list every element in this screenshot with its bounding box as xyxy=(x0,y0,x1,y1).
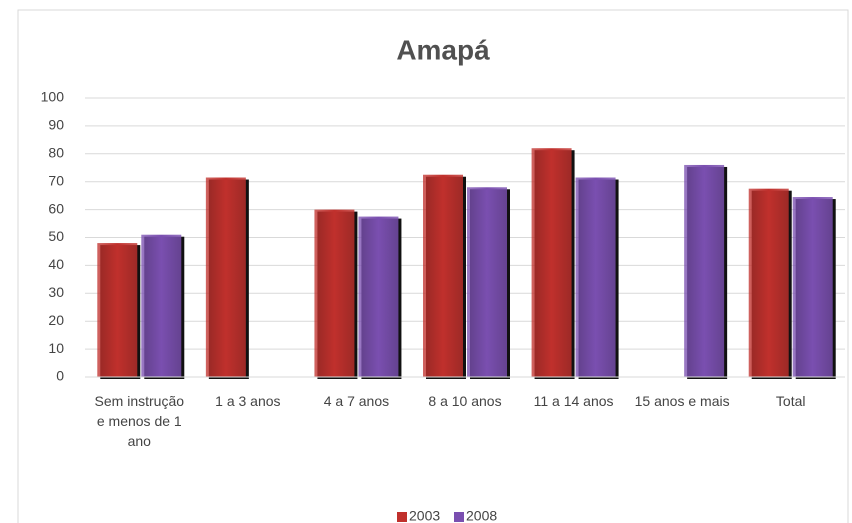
x-tick-label-text: Total xyxy=(775,393,806,409)
x-tick-label-text: Sem instrução e menos de 1 ano xyxy=(94,393,185,449)
bar xyxy=(792,197,833,377)
x-tick-label: 4 a 7 anos xyxy=(323,393,390,409)
bar xyxy=(205,177,246,377)
legend-label: 2003 xyxy=(409,508,440,523)
y-tick-label: 90 xyxy=(48,117,64,133)
x-tick-label-text: 1 a 3 anos xyxy=(215,393,281,409)
x-tick-label: Total xyxy=(775,393,806,409)
y-tick-label: 80 xyxy=(48,145,64,161)
y-tick-label: 40 xyxy=(48,256,64,272)
x-tick-label: Sem instrução e menos de 1 ano xyxy=(94,393,185,449)
bar xyxy=(748,188,789,377)
bar xyxy=(467,187,507,377)
legend-swatch xyxy=(454,512,464,522)
bar xyxy=(531,148,572,377)
y-tick-label: 60 xyxy=(48,200,64,216)
bar xyxy=(97,243,138,377)
x-tick-label-text: 11 a 14 anos xyxy=(533,393,614,409)
x-tick-label: 15 anos e mais xyxy=(634,393,730,409)
y-tick-label: 10 xyxy=(48,340,64,356)
y-tick-label: 0 xyxy=(56,368,64,384)
x-tick-label: 1 a 3 anos xyxy=(215,393,281,409)
x-tick-label-text: 4 a 7 anos xyxy=(323,393,390,409)
x-tick-label: 11 a 14 anos xyxy=(533,393,614,409)
bar xyxy=(423,174,463,377)
y-tick-label: 100 xyxy=(41,89,65,105)
x-tick-label-text: 15 anos e mais xyxy=(634,393,730,409)
bar xyxy=(141,234,182,377)
y-tick-label: 50 xyxy=(48,228,64,244)
legend-swatch xyxy=(397,512,407,522)
y-tick-label: 70 xyxy=(48,172,64,188)
legend-label: 2008 xyxy=(466,508,497,523)
bar xyxy=(575,177,616,377)
y-tick-label: 30 xyxy=(48,284,64,300)
x-tick-label: 8 a 10 anos xyxy=(428,393,502,409)
x-tick-label-text: 8 a 10 anos xyxy=(428,393,502,409)
y-tick-label: 20 xyxy=(48,312,64,328)
bar xyxy=(358,216,399,377)
bar xyxy=(684,164,725,377)
chart-title: Amapá xyxy=(396,34,490,65)
bar xyxy=(314,209,355,377)
